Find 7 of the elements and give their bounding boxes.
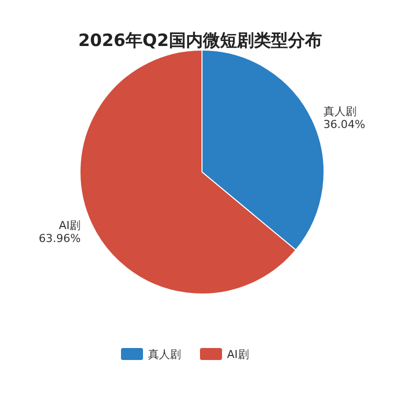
slice-label: AI剧 <box>58 218 81 232</box>
data-label: 63.96% <box>38 232 81 245</box>
legend-label: 真人剧 <box>148 348 181 361</box>
legend-label: AI剧 <box>227 348 249 361</box>
data-label: 36.04% <box>323 118 366 132</box>
chart-title: 2026年Q2国内微短剧类型分布 <box>78 31 322 51</box>
slice-label: 真人剧 <box>323 105 356 118</box>
